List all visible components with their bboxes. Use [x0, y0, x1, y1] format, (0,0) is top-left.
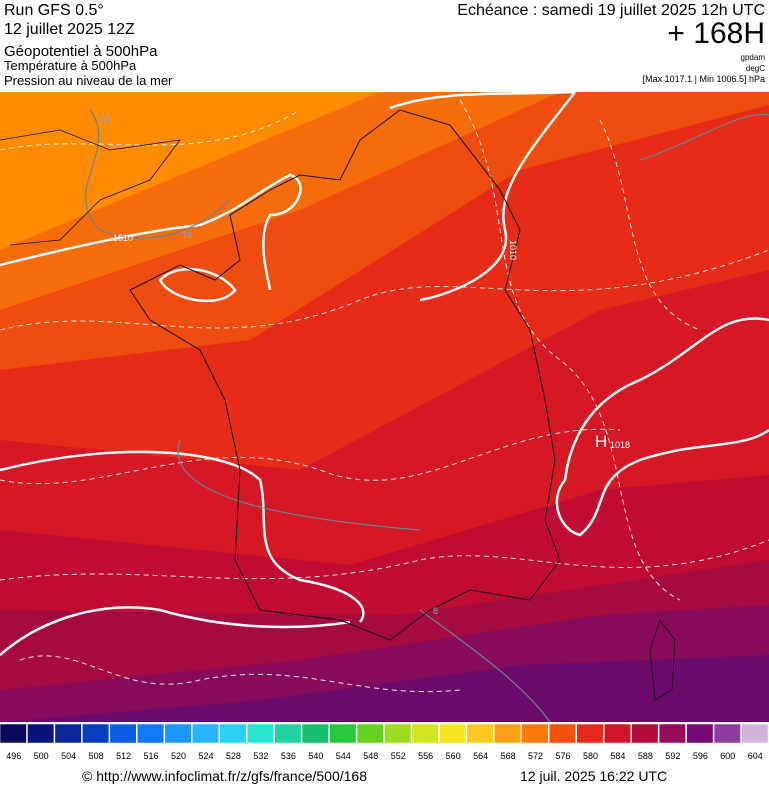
- scale-swatch: [686, 723, 714, 744]
- offset: + 168H: [667, 17, 765, 50]
- scale-label: 552: [391, 751, 406, 761]
- scale-swatch: [521, 723, 549, 744]
- scale-label: 584: [610, 751, 625, 761]
- scale-label: 504: [61, 751, 76, 761]
- unit-gpdam: gpdam: [741, 53, 766, 62]
- color-scale: 496 500 504 508 512 516 520 524 528 532 536 540 544 5…: [0, 723, 769, 761]
- scale-label: 516: [144, 751, 159, 761]
- scale-swatch: [54, 723, 82, 744]
- layer-geopotential: Géopotentiel à 500hPa: [4, 43, 158, 60]
- scale-label: 544: [336, 751, 351, 761]
- scale-swatch: [137, 723, 165, 744]
- scale-label: 540: [308, 751, 323, 761]
- scale-swatch: [246, 723, 274, 744]
- scale-swatch: [466, 723, 494, 744]
- scale-label: 548: [363, 751, 378, 761]
- scale-swatch: [109, 723, 137, 744]
- footer-url: © http://www.infoclimat.fr/z/gfs/france/…: [82, 768, 367, 784]
- scale-label: 580: [583, 751, 598, 761]
- scale-label: 532: [253, 751, 268, 761]
- scale-swatch: [301, 723, 329, 744]
- isobar-label: 1010: [113, 233, 133, 243]
- scale-swatch: [439, 723, 467, 744]
- scale-swatch: [713, 723, 741, 744]
- scale-swatch: [82, 723, 110, 744]
- scale-swatch: [411, 723, 439, 744]
- scale-label: 600: [720, 751, 735, 761]
- isotherm-label: 16: [182, 230, 192, 240]
- scale-label: 564: [473, 751, 488, 761]
- layer-temperature: Température à 500hPa: [4, 58, 137, 73]
- scale-swatch: [356, 723, 384, 744]
- pressure-range: [Max 1017.1 | Min 1006.5] hPa: [643, 74, 765, 84]
- scale-label: 568: [501, 751, 516, 761]
- scale-swatch: [549, 723, 576, 744]
- scale-label: 596: [693, 751, 708, 761]
- scale-label: 592: [665, 751, 680, 761]
- scale-swatch: [192, 723, 219, 744]
- scale-swatch: [494, 723, 522, 744]
- footer-stamp: 12 juil. 2025 16:22 UTC: [520, 768, 667, 784]
- scale-label: 588: [638, 751, 653, 761]
- scale-label: 508: [89, 751, 104, 761]
- scale-label: 500: [34, 751, 49, 761]
- scale-label: 536: [281, 751, 296, 761]
- scale-swatch: [219, 723, 247, 744]
- echeance: Echéance : samedi 19 juillet 2025 12h UT…: [457, 2, 765, 19]
- scale-label: 572: [528, 751, 543, 761]
- isobar-label: 1010: [508, 240, 518, 260]
- isotherm-label: 8: [433, 606, 438, 616]
- scale-label: 520: [171, 751, 186, 761]
- unit-degc: degC: [746, 64, 765, 73]
- scale-label: 524: [198, 751, 213, 761]
- scale-swatch: [576, 723, 604, 744]
- scale-swatch: [27, 723, 55, 744]
- high-value: 1018: [610, 440, 630, 450]
- scale-swatch: [658, 723, 686, 744]
- scale-label: 528: [226, 751, 241, 761]
- scale-swatch: [329, 723, 357, 744]
- scale-swatch: [741, 723, 769, 744]
- scale-swatch: [631, 723, 659, 744]
- scale-swatch: [603, 723, 631, 744]
- scale-label: 604: [748, 751, 763, 761]
- run-title: Run GFS 0.5°: [4, 2, 104, 19]
- scale-swatch: [274, 723, 302, 744]
- scale-label: 512: [116, 751, 131, 761]
- isotherm-label: 16: [100, 114, 110, 124]
- map: 1010 1010 16 16 H 1018 8: [0, 90, 769, 723]
- scale-swatch: [0, 723, 27, 744]
- high-marker: H: [595, 432, 607, 451]
- scale-swatch: [384, 723, 412, 744]
- scale-label: 496: [6, 751, 21, 761]
- layer-pressure: Pression au niveau de la mer: [4, 73, 173, 88]
- scale-label: 556: [418, 751, 433, 761]
- scale-swatch: [164, 723, 192, 744]
- run-date: 12 juillet 2025 12Z: [4, 21, 135, 38]
- scale-label: 576: [556, 751, 571, 761]
- scale-label: 560: [446, 751, 461, 761]
